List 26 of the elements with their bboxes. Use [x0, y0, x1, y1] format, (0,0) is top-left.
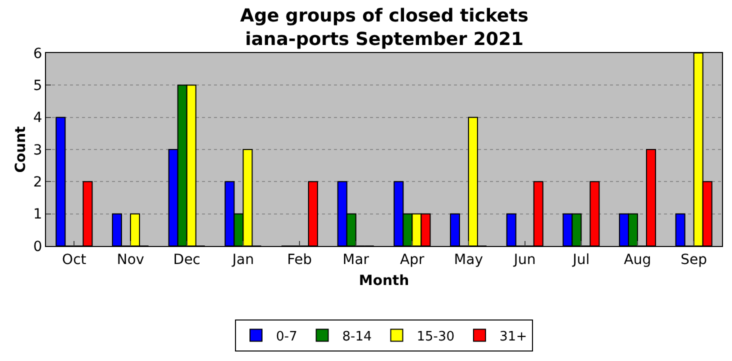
y-axis-title: Count — [12, 126, 29, 173]
x-tick-label: Dec — [173, 252, 200, 268]
legend-label: 8-14 — [342, 329, 372, 344]
legend-label: 15-30 — [416, 329, 455, 344]
chart-title: Age groups of closed tickets iana-ports September 2021 — [240, 6, 528, 50]
y-tick-label: 0 — [33, 238, 42, 255]
y-tick-label: 6 — [33, 46, 42, 62]
legend-label: 0-7 — [276, 329, 298, 344]
legend-label: 31+ — [500, 329, 527, 344]
x-tick-label: Oct — [62, 252, 87, 268]
y-tick-label: 2 — [33, 174, 42, 191]
x-tick-label: Mar — [342, 252, 370, 268]
x-tick-label: Nov — [116, 252, 144, 268]
x-tick-label: May — [454, 252, 483, 268]
x-tick-label: Sep — [680, 252, 708, 268]
x-tick-label: Aug — [624, 252, 652, 268]
x-axis-title: Month — [358, 273, 410, 290]
y-tick-label: 1 — [33, 206, 42, 223]
y-tick-label: 5 — [33, 78, 42, 94]
x-tick-label: Jan — [231, 252, 254, 268]
x-tick-label: Apr — [400, 252, 425, 268]
x-tick-label: Jun — [512, 252, 536, 268]
x-tick-label: Feb — [287, 252, 312, 268]
y-tick-label: 3 — [33, 142, 42, 158]
y-tick-label: 4 — [33, 110, 42, 126]
x-tick-label: Jul — [572, 252, 590, 268]
